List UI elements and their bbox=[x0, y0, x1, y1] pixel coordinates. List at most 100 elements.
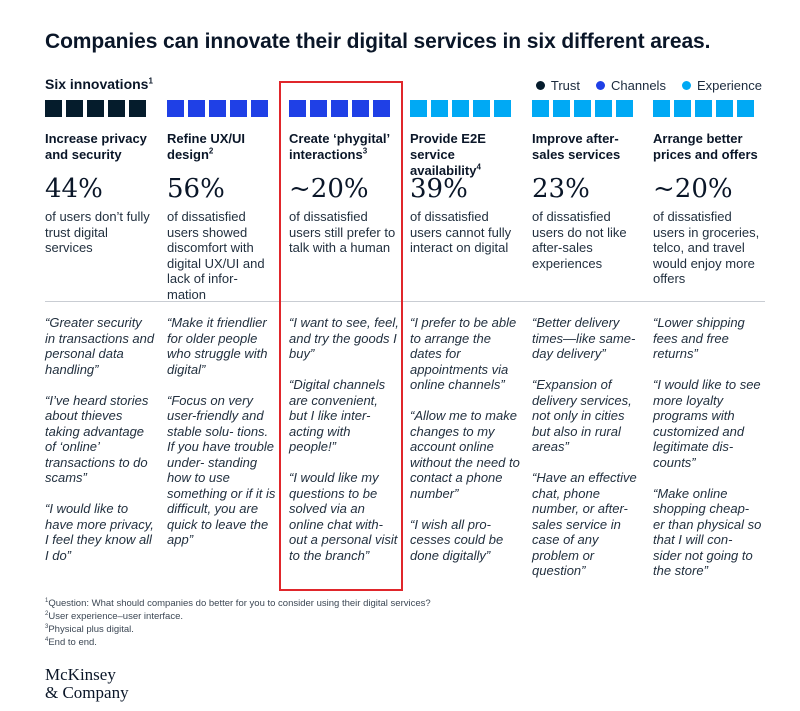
user-quote: “I’ve heard stories about thieves taking… bbox=[45, 392, 149, 486]
user-quote: “Better delivery times—like same- day de… bbox=[532, 315, 636, 361]
category-square-icon bbox=[289, 100, 306, 117]
category-square-icon bbox=[737, 100, 754, 117]
footnote-number: 3 bbox=[45, 623, 49, 630]
category-square-icon bbox=[473, 100, 490, 117]
category-square-icon bbox=[230, 100, 247, 117]
category-square-icon bbox=[310, 100, 327, 117]
innovation-column-e2e: Provide E2E service availability4 39% of… bbox=[410, 100, 520, 256]
user-quote: “Make online shopping cheap- er than phy… bbox=[653, 485, 762, 579]
legend-item-channels: Channels bbox=[596, 78, 666, 93]
category-square-icon bbox=[674, 100, 691, 117]
legend-label: Trust bbox=[550, 78, 581, 93]
innovation-description: of dissatisfied users in groceries, telc… bbox=[653, 209, 760, 286]
innovation-title: Arrange better prices and offers bbox=[653, 131, 763, 165]
category-square-icon bbox=[695, 100, 712, 117]
category-squares bbox=[653, 100, 763, 117]
category-square-icon bbox=[494, 100, 511, 117]
innovation-title-text: Increase privacy and security bbox=[45, 131, 147, 162]
category-square-icon bbox=[188, 100, 205, 117]
category-square-icon bbox=[129, 100, 146, 117]
section-label-text: Six innovations bbox=[45, 76, 149, 92]
user-quote: “Allow me to make changes to my account … bbox=[410, 408, 520, 501]
category-square-icon bbox=[45, 100, 62, 117]
category-square-icon bbox=[373, 100, 390, 117]
category-square-icon bbox=[653, 100, 670, 117]
category-square-icon bbox=[595, 100, 612, 117]
innovation-title-text: Create ‘phygital’ interactions bbox=[289, 131, 390, 162]
footnote-number: 4 bbox=[45, 636, 49, 643]
category-square-icon bbox=[209, 100, 226, 117]
logo-line: & Company bbox=[45, 683, 129, 702]
innovation-title-text: Refine UX/UI design bbox=[167, 131, 246, 162]
innovation-stat: 39% bbox=[410, 174, 468, 204]
innovation-stat: 44% bbox=[45, 174, 103, 204]
innovation-title-text: Provide E2E service availability bbox=[410, 131, 486, 178]
quotes-column-privacy: “Greater security in transactions and pe… bbox=[45, 315, 155, 579]
section-label: Six innovations1 bbox=[45, 76, 153, 92]
category-squares bbox=[410, 100, 520, 117]
category-square-icon bbox=[716, 100, 733, 117]
user-quote: “Make it friendlier for older people who… bbox=[167, 315, 268, 377]
innovation-column-after-sales: Improve after- sales services 23% of dis… bbox=[532, 100, 642, 271]
user-quote: “Greater security in transactions and pe… bbox=[45, 315, 155, 377]
innovation-title: Create ‘phygital’ interactions3 bbox=[289, 131, 399, 165]
footnote-ref: 2 bbox=[208, 146, 214, 156]
innovation-stat: 23% bbox=[532, 174, 590, 204]
channels-dot-icon bbox=[596, 81, 606, 90]
category-square-icon bbox=[87, 100, 104, 117]
innovation-title: Increase privacy and security bbox=[45, 131, 155, 165]
innovation-title-text: Improve after- sales services bbox=[532, 131, 621, 162]
trust-dot-icon bbox=[535, 81, 545, 90]
legend-item-experience: Experience bbox=[681, 78, 762, 93]
category-square-icon bbox=[352, 100, 369, 117]
legend-item-trust: Trust bbox=[535, 78, 581, 93]
footnote: 2User experience–user interface. bbox=[45, 610, 431, 623]
category-squares bbox=[289, 100, 399, 117]
quotes-column-phygital: “I want to see, feel, and try the goods … bbox=[289, 315, 399, 579]
category-square-icon bbox=[431, 100, 448, 117]
user-quote: “I want to see, feel, and try the goods … bbox=[289, 315, 399, 361]
innovation-column-phygital: Create ‘phygital’ interactions3 ~20% of … bbox=[289, 100, 399, 256]
category-square-icon bbox=[553, 100, 570, 117]
user-quote: “I prefer to be able to arrange the date… bbox=[410, 315, 517, 392]
innovation-stat: ~20% bbox=[653, 174, 733, 204]
innovation-title-text: Arrange better prices and offers bbox=[653, 131, 758, 162]
category-square-icon bbox=[251, 100, 268, 117]
legend-label: Experience bbox=[696, 78, 762, 93]
category-square-icon bbox=[108, 100, 125, 117]
quotes-column-after-sales: “Better delivery times—like same- day de… bbox=[532, 315, 642, 594]
category-squares bbox=[45, 100, 155, 117]
user-quote: “I would like to have more privacy, I fe… bbox=[45, 501, 154, 563]
footnote-ref: 1 bbox=[148, 76, 153, 86]
highlight-box bbox=[279, 81, 403, 591]
innovation-stat: ~20% bbox=[289, 174, 369, 204]
experience-dot-icon bbox=[681, 81, 691, 90]
category-square-icon bbox=[574, 100, 591, 117]
innovation-stat: 56% bbox=[167, 174, 225, 204]
category-square-icon bbox=[616, 100, 633, 117]
innovation-column-privacy: Increase privacy and security 44% of use… bbox=[45, 100, 155, 256]
footnote-number: 2 bbox=[45, 610, 49, 617]
footnote: 3Physical plus digital. bbox=[45, 623, 431, 636]
user-quote: “I would like my questions to be solved … bbox=[289, 470, 398, 563]
innovation-title: Improve after- sales services bbox=[532, 131, 642, 165]
footnote-ref: 3 bbox=[362, 146, 368, 156]
innovation-column-ux-ui: Refine UX/UI design2 56% of dissatisfied… bbox=[167, 100, 277, 302]
user-quote: “Lower shipping fees and free returns” bbox=[653, 315, 745, 361]
user-quote: “Digital channels are convenient, but I … bbox=[289, 377, 386, 454]
legend: Trust Channels Experience bbox=[520, 78, 762, 93]
innovation-title: Provide E2E service availability4 bbox=[410, 131, 520, 178]
user-quote: “Expansion of delivery services, not onl… bbox=[532, 377, 632, 454]
user-quote: “I would like to see more loyalty progra… bbox=[653, 377, 761, 470]
category-square-icon bbox=[66, 100, 83, 117]
footnote-ref: 4 bbox=[476, 162, 481, 172]
footnote-number: 1 bbox=[45, 597, 49, 604]
footnote-text: End to end. bbox=[48, 637, 97, 648]
footnote-text: Question: What should companies do bette… bbox=[48, 598, 431, 609]
page-title: Companies can innovate their digital ser… bbox=[45, 30, 711, 53]
category-squares bbox=[167, 100, 277, 117]
mckinsey-logo: McKinsey & Company bbox=[45, 666, 129, 702]
footnote: 4End to end. bbox=[45, 636, 431, 649]
category-square-icon bbox=[167, 100, 184, 117]
footnotes: 1Question: What should companies do bett… bbox=[45, 597, 431, 649]
